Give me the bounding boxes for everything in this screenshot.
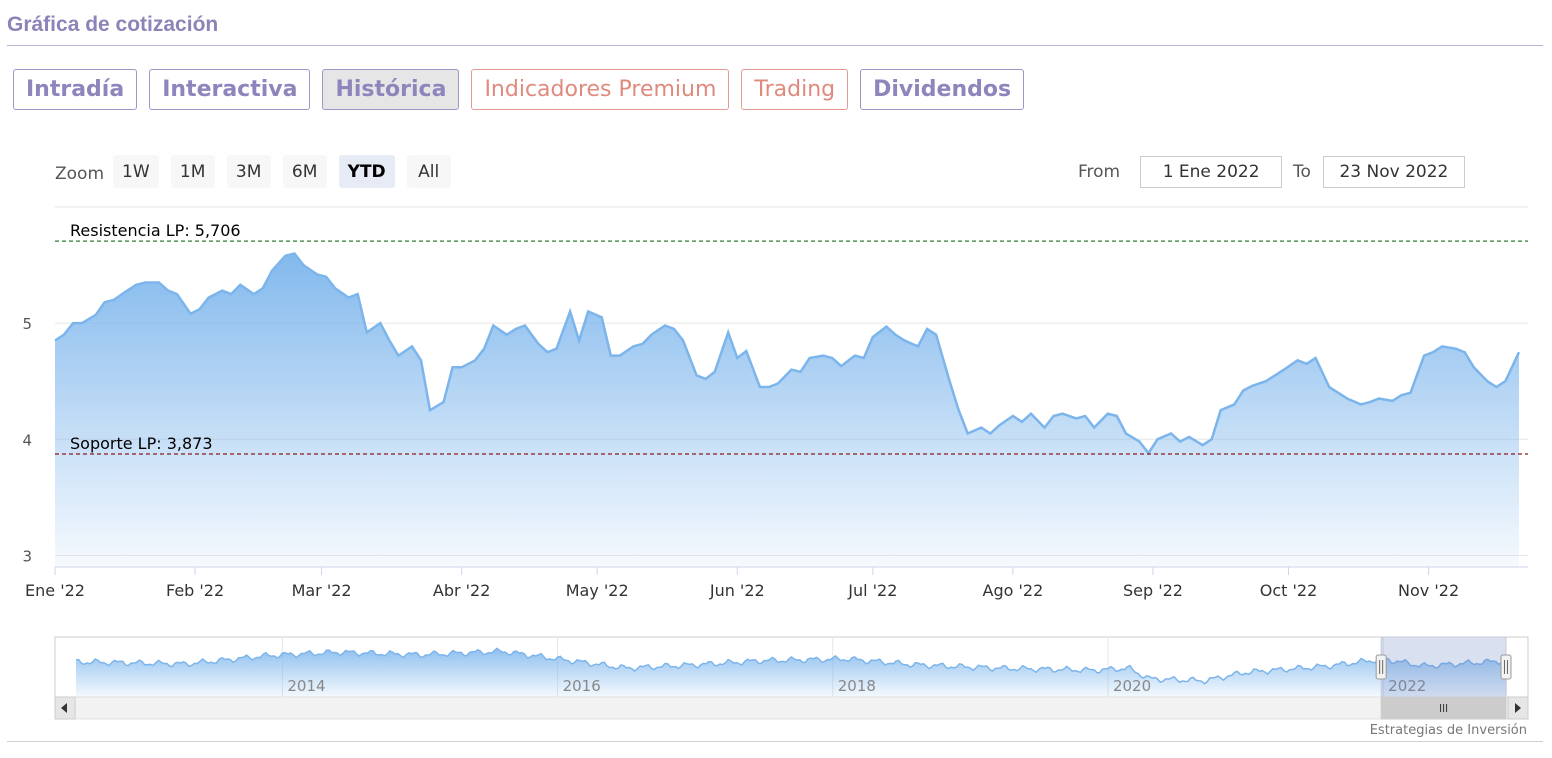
- chart-tabs: Intradía Interactiva Histórica Indicador…: [13, 69, 1025, 110]
- navigator-year-labels: 2014 2016 2018 2020 2022: [287, 677, 1426, 695]
- zoom-3m-button[interactable]: 3M: [226, 155, 271, 188]
- y-tick-label: 4: [22, 431, 32, 449]
- navigator[interactable]: 2014 2016 2018 2020 2022: [54, 636, 1529, 698]
- from-date-input[interactable]: 1 Ene 2022: [1140, 156, 1283, 188]
- range-to: To 23 Nov 2022: [1293, 156, 1465, 188]
- x-tick-label: Ago '22: [983, 581, 1044, 600]
- navigator-line: [75, 647, 1508, 685]
- navigator-right-handle[interactable]: [1500, 654, 1512, 680]
- y-tick-label: 5: [22, 315, 32, 333]
- credits-link[interactable]: Estrategias de Inversión: [1370, 723, 1527, 738]
- zoom-1w-button[interactable]: 1W: [113, 155, 159, 188]
- navigator-selection[interactable]: [1380, 636, 1507, 698]
- zoom-1m-button[interactable]: 1M: [170, 155, 215, 188]
- zoom-selector: Zoom 1W 1M 3M 6M YTD All: [55, 155, 463, 188]
- navigator-year-label: 2018: [838, 677, 876, 695]
- chevron-right-icon: [1515, 703, 1521, 713]
- page-title: Gráfica de cotización: [7, 13, 219, 36]
- navigator-year-label: 2014: [287, 677, 325, 695]
- zoom-label: Zoom: [55, 163, 105, 184]
- from-label: From: [1078, 162, 1121, 182]
- x-tick-label: May '22: [566, 581, 629, 600]
- x-tick-label: Mar '22: [292, 581, 352, 600]
- x-tick-label: Abr '22: [433, 581, 491, 600]
- tab-indicadores-premium[interactable]: Indicadores Premium: [471, 69, 730, 110]
- reference-line-label: Soporte LP: 3,873: [70, 434, 213, 453]
- x-tick-label: Nov '22: [1398, 581, 1459, 600]
- to-label: To: [1293, 162, 1311, 182]
- scrollbar[interactable]: [54, 696, 1529, 720]
- price-area: [55, 253, 1519, 567]
- y-axis-labels: 3 4 5: [22, 315, 32, 565]
- scrollbar-track[interactable]: [54, 696, 1529, 720]
- x-tick-label: Feb '22: [166, 581, 224, 600]
- tab-interactiva[interactable]: Interactiva: [149, 69, 311, 110]
- to-date-input[interactable]: 23 Nov 2022: [1322, 156, 1465, 188]
- x-tick-label: Sep '22: [1123, 581, 1183, 600]
- handle-body[interactable]: [1375, 654, 1387, 680]
- x-tick-label: Jul '22: [847, 581, 897, 600]
- navigator-area: [76, 648, 1507, 697]
- reference-lines: Resistencia LP: 5,706 Soporte LP: 3,873: [55, 221, 1528, 455]
- zoom-ytd-button[interactable]: YTD: [338, 155, 395, 188]
- tab-historica[interactable]: Histórica: [322, 69, 460, 110]
- navigator-year-label: 2022: [1388, 677, 1426, 695]
- grip-icon: [1440, 704, 1448, 712]
- tab-intradia[interactable]: Intradía: [13, 69, 138, 110]
- tab-dividendos[interactable]: Dividendos: [860, 69, 1025, 110]
- price-line: [54, 252, 1521, 456]
- navigator-year-label: 2020: [1113, 677, 1151, 695]
- x-tick-label: Oct '22: [1260, 581, 1318, 600]
- y-tick-label: 3: [22, 547, 32, 565]
- zoom-all-button[interactable]: All: [406, 155, 451, 188]
- zoom-6m-button[interactable]: 6M: [282, 155, 327, 188]
- reference-line-label: Resistencia LP: 5,706: [70, 221, 241, 240]
- title-divider: [7, 45, 1543, 46]
- handle-body[interactable]: [1500, 654, 1512, 680]
- range-from: From 1 Ene 2022: [1078, 156, 1283, 188]
- chevron-left-icon: [61, 703, 67, 713]
- tab-trading[interactable]: Trading: [741, 69, 849, 110]
- navigator-left-handle[interactable]: [1375, 654, 1387, 680]
- x-tick-label: Jun '22: [709, 581, 765, 600]
- navigator-year-label: 2016: [563, 677, 601, 695]
- x-axis-ticks: Ene '22 Feb '22 Mar '22 Abr '22 May '22 Jun '…: [25, 567, 1459, 600]
- x-tick-label: Ene '22: [25, 581, 85, 600]
- bottom-divider: [7, 741, 1543, 742]
